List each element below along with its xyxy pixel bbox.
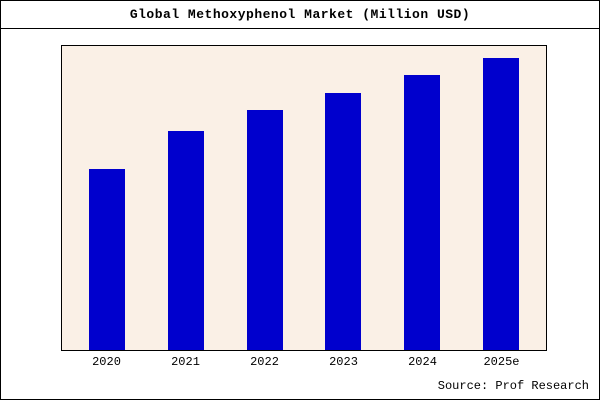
bar-2023 [325,92,362,350]
bar-2025e [482,57,519,350]
plot-area [61,45,547,351]
x-axis-ticks: 2020 2021 2022 2023 2024 2025e [61,351,547,369]
bar-slot [383,46,462,350]
x-tick-label: 2024 [408,355,437,369]
x-tick-label: 2022 [250,355,279,369]
bar-slot [225,46,304,350]
bar-2022 [246,110,283,350]
bar-slot [461,46,540,350]
bar-2020 [89,168,126,350]
x-tick-label: 2023 [329,355,358,369]
bar-2024 [404,75,441,350]
chart-region: 2020 2021 2022 2023 2024 2025e [1,29,599,369]
bar-slot [147,46,226,350]
bar-slot [68,46,147,350]
x-tick-label: 2020 [92,355,121,369]
source-text: Source: Prof Research [437,379,589,393]
chart-title: Global Methoxyphenol Market (Million USD… [1,1,599,29]
x-tick-label: 2025e [483,355,520,369]
x-tick-label: 2021 [171,355,200,369]
bar-2021 [168,130,204,350]
bar-slot [304,46,383,350]
